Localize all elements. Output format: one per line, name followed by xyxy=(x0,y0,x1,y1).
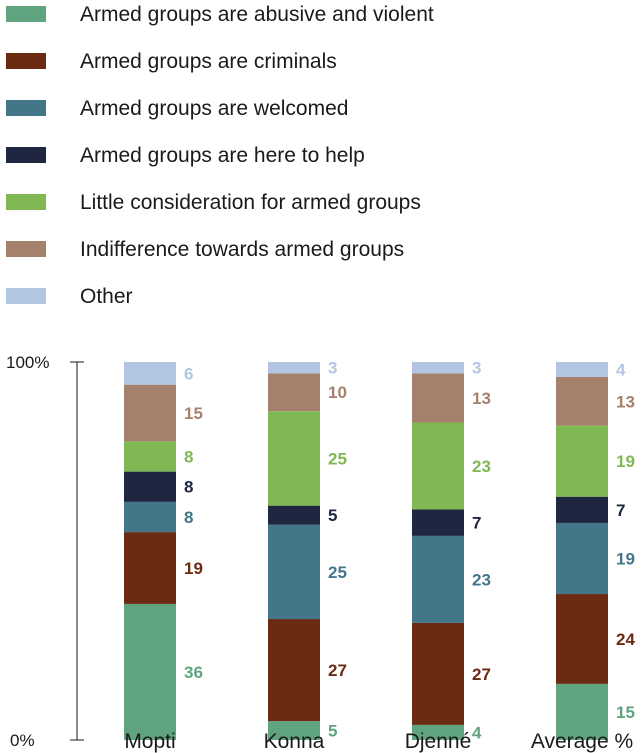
category-label-konna: Konna xyxy=(264,730,325,753)
bar-segment-djenn-armed-groups-are-here-to-help xyxy=(412,509,464,536)
legend-swatch-indifference-towards-armed-groups xyxy=(6,241,46,257)
category-label-djenn: Djenné xyxy=(405,730,472,753)
legend-swatch-other xyxy=(6,288,46,304)
legend-label-indifference-towards-armed-groups: Indifference towards armed groups xyxy=(80,238,404,261)
bar-segment-djenn-little-consideration-for-armed-groups xyxy=(412,422,464,510)
bar-segment-average-other xyxy=(556,362,608,377)
data-label-average-other: 4 xyxy=(616,360,626,379)
bar-segment-average-little-consideration-for-armed-groups xyxy=(556,425,608,497)
legend-label-little-consideration-for-armed-groups: Little consideration for armed groups xyxy=(80,191,421,214)
y-tick-label-bottom: 0% xyxy=(10,731,35,750)
bar-segment-average-armed-groups-are-here-to-help xyxy=(556,496,608,523)
data-label-mopti-armed-groups-are-abusive-and-violent: 36 xyxy=(184,663,203,682)
data-label-konna-other: 3 xyxy=(328,359,337,378)
bar-segment-konna-armed-groups-are-here-to-help xyxy=(268,505,320,525)
data-label-djenn-other: 3 xyxy=(472,359,481,378)
legend-swatch-little-consideration-for-armed-groups xyxy=(6,194,46,210)
data-label-average-armed-groups-are-abusive-and-violent: 15 xyxy=(616,703,635,722)
data-label-konna-indifference-towards-armed-groups: 10 xyxy=(328,383,347,402)
legend-swatch-armed-groups-are-welcomed xyxy=(6,100,46,116)
data-label-average-armed-groups-are-criminals: 24 xyxy=(616,630,635,649)
data-label-konna-armed-groups-are-abusive-and-violent: 5 xyxy=(328,722,337,741)
category-label-mopti: Mopti xyxy=(124,730,175,753)
legend-label-armed-groups-are-here-to-help: Armed groups are here to help xyxy=(80,144,365,167)
data-label-mopti-armed-groups-are-here-to-help: 8 xyxy=(184,478,193,497)
data-label-konna-armed-groups-are-here-to-help: 5 xyxy=(328,506,337,525)
data-label-average-armed-groups-are-here-to-help: 7 xyxy=(616,501,625,520)
data-label-djenn-armed-groups-are-criminals: 27 xyxy=(472,665,491,684)
data-label-djenn-armed-groups-are-here-to-help: 7 xyxy=(472,514,481,533)
bar-segment-konna-armed-groups-are-criminals xyxy=(268,619,320,722)
data-label-average-indifference-towards-armed-groups: 13 xyxy=(616,392,635,411)
bar-segment-average-armed-groups-are-welcomed xyxy=(556,522,608,595)
bar-segment-average-armed-groups-are-criminals xyxy=(556,594,608,684)
data-label-djenn-armed-groups-are-abusive-and-violent: 4 xyxy=(472,723,482,742)
bar-segment-djenn-armed-groups-are-criminals xyxy=(412,622,464,725)
data-label-djenn-little-consideration-for-armed-groups: 23 xyxy=(472,457,491,476)
category-label-average: Average % xyxy=(531,730,633,753)
bar-segment-konna-armed-groups-are-welcomed xyxy=(268,524,320,620)
legend-label-armed-groups-are-criminals: Armed groups are criminals xyxy=(80,50,337,73)
legend-swatch-armed-groups-are-criminals xyxy=(6,53,46,69)
bar-segment-konna-armed-groups-are-abusive-and-violent xyxy=(268,721,320,740)
legend-swatch-armed-groups-are-abusive-and-violent xyxy=(6,6,46,22)
data-label-mopti-armed-groups-are-welcomed: 8 xyxy=(184,508,193,527)
bars: 36 19 8 8 8 15 6 5 27 25 5 25 10 3 4 27 23 7 23 13 3 15 24 19 7 1… xyxy=(124,359,635,742)
bar-segment-mopti-little-consideration-for-armed-groups xyxy=(124,441,176,472)
bar-segment-mopti-armed-groups-are-here-to-help xyxy=(124,471,176,502)
bar-segment-mopti-armed-groups-are-criminals xyxy=(124,532,176,604)
bar-segment-djenn-indifference-towards-armed-groups xyxy=(412,373,464,423)
data-label-mopti-little-consideration-for-armed-groups: 8 xyxy=(184,448,193,467)
bar-segment-average-indifference-towards-armed-groups xyxy=(556,376,608,426)
data-label-djenn-armed-groups-are-welcomed: 23 xyxy=(472,570,491,589)
bar-segment-konna-other xyxy=(268,362,320,374)
data-label-average-armed-groups-are-welcomed: 19 xyxy=(616,549,635,568)
bar-segment-mopti-armed-groups-are-abusive-and-violent xyxy=(124,603,176,740)
bar-segment-mopti-other xyxy=(124,362,176,385)
legend-label-armed-groups-are-welcomed: Armed groups are welcomed xyxy=(80,97,348,120)
legend-label-armed-groups-are-abusive-and-violent: Armed groups are abusive and violent xyxy=(80,3,434,26)
data-label-average-little-consideration-for-armed-groups: 19 xyxy=(616,452,635,471)
data-label-konna-armed-groups-are-welcomed: 25 xyxy=(328,563,347,582)
category-labels: Mopti Konna Djenné Average % xyxy=(124,730,633,753)
legend-swatch-armed-groups-are-here-to-help xyxy=(6,147,46,163)
data-label-mopti-indifference-towards-armed-groups: 15 xyxy=(184,404,203,423)
data-label-djenn-indifference-towards-armed-groups: 13 xyxy=(472,389,491,408)
legend-label-other: Other xyxy=(80,285,133,308)
legend: Armed groups are abusive and violent Arme… xyxy=(6,3,434,308)
bar-segment-djenn-armed-groups-are-welcomed xyxy=(412,535,464,623)
data-label-konna-armed-groups-are-criminals: 27 xyxy=(328,661,347,680)
data-label-mopti-armed-groups-are-criminals: 19 xyxy=(184,559,203,578)
bar-segment-mopti-indifference-towards-armed-groups xyxy=(124,384,176,442)
data-label-konna-little-consideration-for-armed-groups: 25 xyxy=(328,449,347,468)
bar-segment-mopti-armed-groups-are-welcomed xyxy=(124,501,176,533)
bar-segment-konna-indifference-towards-armed-groups xyxy=(268,373,320,412)
bar-segment-konna-little-consideration-for-armed-groups xyxy=(268,411,320,506)
bar-segment-djenn-armed-groups-are-abusive-and-violent xyxy=(412,724,464,740)
bar-segment-average-armed-groups-are-abusive-and-violent xyxy=(556,683,608,740)
y-tick-label-top: 100% xyxy=(6,353,49,372)
data-label-mopti-other: 6 xyxy=(184,364,193,383)
bar-segment-djenn-other xyxy=(412,362,464,374)
